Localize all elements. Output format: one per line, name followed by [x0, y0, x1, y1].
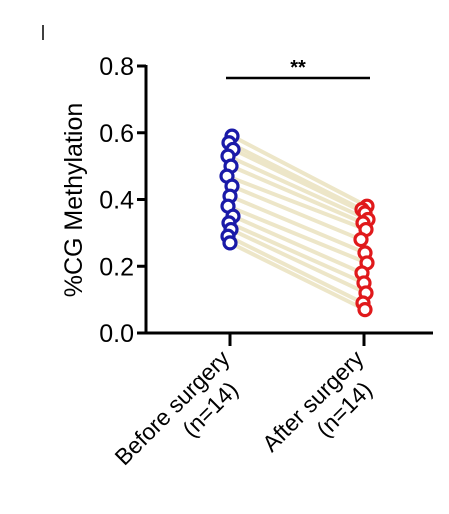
pair-line: [226, 234, 365, 305]
y-tick-label: 0.0: [99, 320, 134, 348]
significance-label: **: [290, 57, 306, 79]
after-point: [353, 231, 369, 248]
y-tick-label: 0.4: [99, 187, 134, 215]
pair-line: [229, 227, 368, 295]
pair-lines: [225, 134, 370, 312]
pair-line: [230, 184, 363, 242]
pair-line: [225, 174, 368, 232]
category-label-group: Before surgery(n=14): [109, 345, 243, 470]
pair-line: [227, 220, 366, 285]
pair-line: [231, 147, 367, 215]
before-points: [219, 128, 241, 251]
pair-line: [226, 154, 370, 222]
category-label-group: After surgery(n=14): [257, 345, 377, 457]
pair-line: [228, 194, 367, 255]
y-tick-label: 0.2: [99, 253, 134, 281]
before-point: [222, 235, 238, 251]
y-tick-label: 0.8: [99, 53, 134, 81]
pair-line: [229, 164, 365, 225]
pair-line: [227, 140, 364, 212]
y-tick-label: 0.6: [99, 120, 134, 148]
category-labels: Before surgery(n=14) After surgery(n=14): [109, 345, 377, 470]
y-axis-title: %CG Methylation: [60, 103, 88, 298]
pair-line: [231, 214, 364, 275]
after-point: [357, 302, 373, 318]
pair-line: [226, 204, 369, 265]
y-ticks: 0.0 0.2 0.4 0.6 0.8: [99, 53, 146, 348]
after-points: [353, 198, 376, 318]
pair-line: [230, 134, 369, 209]
pair-line: [228, 240, 367, 312]
x-ticks: [228, 333, 366, 346]
